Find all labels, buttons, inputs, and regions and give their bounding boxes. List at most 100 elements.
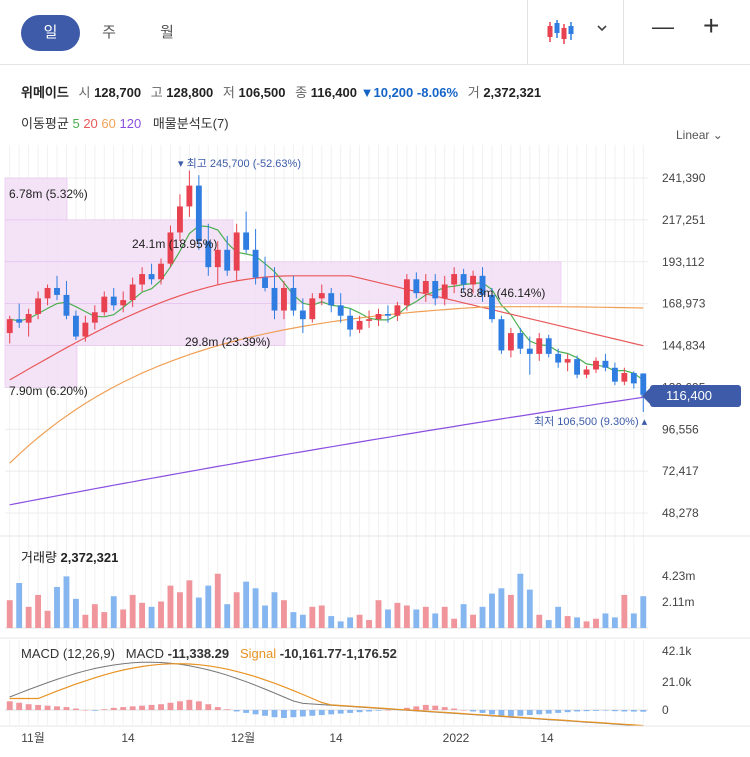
volume-bar	[621, 594, 628, 628]
current-price-value: 116,400	[666, 388, 713, 403]
macd-histogram-bar	[6, 701, 13, 710]
volume-bar	[214, 573, 221, 628]
macd-histogram-bar	[630, 710, 637, 712]
volume-bar	[611, 617, 618, 628]
macd-histogram-bar	[177, 701, 183, 710]
volume-bar	[347, 617, 354, 628]
macd-histogram-bar	[441, 707, 448, 710]
candle-body	[507, 333, 514, 351]
macd-histogram-bar	[479, 710, 486, 713]
signal-line	[9, 663, 644, 727]
candle-body	[214, 249, 221, 268]
macd-histogram-bar	[422, 704, 429, 710]
macd-label: MACD	[125, 646, 165, 661]
macd-histogram-bar	[186, 699, 193, 710]
low-label: 저	[222, 85, 235, 100]
high-price-annotation: ▾ 최고 245,700 (-52.63%)	[178, 157, 301, 170]
candle-body	[25, 313, 32, 323]
macd-histogram-bar	[233, 710, 240, 712]
macd-histogram-bar	[507, 710, 514, 717]
volume-value: 2,372,321	[483, 85, 542, 100]
ma-label[interactable]: 이동평균	[21, 116, 69, 131]
volume-bar	[441, 606, 448, 628]
stock-name: 위메이드	[21, 85, 69, 100]
volume-bar	[413, 609, 420, 628]
volume-bar	[309, 606, 316, 628]
candle-body	[177, 206, 183, 233]
candle-body	[432, 281, 439, 299]
macd-histogram-bar	[545, 710, 552, 714]
volume-bar	[318, 605, 325, 628]
macd-histogram-bar	[63, 707, 70, 710]
candle-body	[54, 287, 60, 295]
scale-selector[interactable]: Linear ⌄	[676, 128, 723, 142]
candle-body	[72, 315, 79, 337]
candle-body	[498, 319, 505, 351]
candle-body	[366, 319, 372, 321]
candle-body	[252, 249, 259, 278]
ma60-line	[9, 306, 644, 464]
candle-body	[593, 360, 599, 370]
macd-histogram-bar	[205, 704, 212, 710]
indicator-legend: 이동평균 5 20 60 120 매물분석도(7)	[21, 113, 229, 132]
candle-body	[621, 372, 628, 382]
candlestick-type-icon[interactable]	[546, 18, 574, 46]
volume-bar	[233, 592, 240, 628]
volume-bar	[54, 586, 60, 628]
candle-body	[110, 296, 117, 306]
volume-bar	[630, 613, 637, 628]
volume-profile-label: 58.8m (46.14%)	[460, 286, 545, 300]
candle-body	[403, 279, 410, 306]
candle-body	[318, 293, 325, 299]
volume-bar	[498, 588, 505, 628]
volume-bar	[394, 602, 401, 628]
y-tick-label: 144,834	[662, 339, 706, 353]
candle-body	[63, 294, 70, 316]
candle-body	[413, 279, 420, 294]
tab-week[interactable]: 주	[102, 24, 116, 41]
high-value: 128,800	[166, 85, 214, 100]
volume-bar	[72, 598, 79, 628]
candle-body	[224, 249, 231, 271]
divider	[623, 0, 624, 64]
volume-bar	[167, 585, 174, 628]
zoom-in-button[interactable]: +	[703, 10, 720, 41]
volume-profile-label[interactable]: 매물분석도(7)	[152, 116, 229, 131]
volume-bar	[555, 606, 562, 628]
volume-bar	[375, 600, 382, 628]
volume-bar	[574, 617, 581, 628]
y-tick-label: 241,390	[662, 171, 706, 185]
volume-bar	[129, 594, 136, 628]
candle-body	[120, 300, 127, 306]
candle-body	[148, 274, 155, 280]
macd-histogram-bar	[35, 704, 42, 710]
macd-histogram-bar	[44, 705, 51, 710]
zoom-out-button[interactable]: —	[652, 14, 674, 39]
tab-month[interactable]: 월	[160, 24, 174, 41]
candle-body	[460, 274, 467, 285]
candle-body	[243, 232, 250, 250]
macd-histogram-bar	[366, 710, 372, 712]
open-label: 시	[78, 85, 91, 100]
macd-histogram-bar	[281, 710, 287, 718]
volume-bar	[186, 580, 193, 628]
chevron-down-icon: ⌄	[712, 128, 723, 142]
down-arrow-icon: ▼	[360, 85, 374, 100]
tab-day[interactable]: 일	[21, 15, 80, 51]
volume-bar	[385, 609, 391, 628]
volume-bar	[44, 610, 51, 628]
y-tick-label: 48,278	[662, 506, 699, 520]
volume-bar	[205, 585, 212, 628]
macd-histogram-bar	[129, 706, 136, 710]
macd-histogram-bar	[574, 710, 581, 712]
candle-body	[195, 185, 202, 242]
x-tick-label: 14	[329, 731, 343, 745]
macd-histogram-bar	[309, 710, 316, 716]
macd-params-label: MACD (12,26,9)	[21, 646, 115, 661]
ma120-line	[9, 396, 644, 506]
volume-bar	[195, 597, 202, 628]
candle-body	[16, 319, 23, 323]
volume-bar	[110, 596, 117, 628]
macd-histogram-bar	[148, 704, 155, 710]
